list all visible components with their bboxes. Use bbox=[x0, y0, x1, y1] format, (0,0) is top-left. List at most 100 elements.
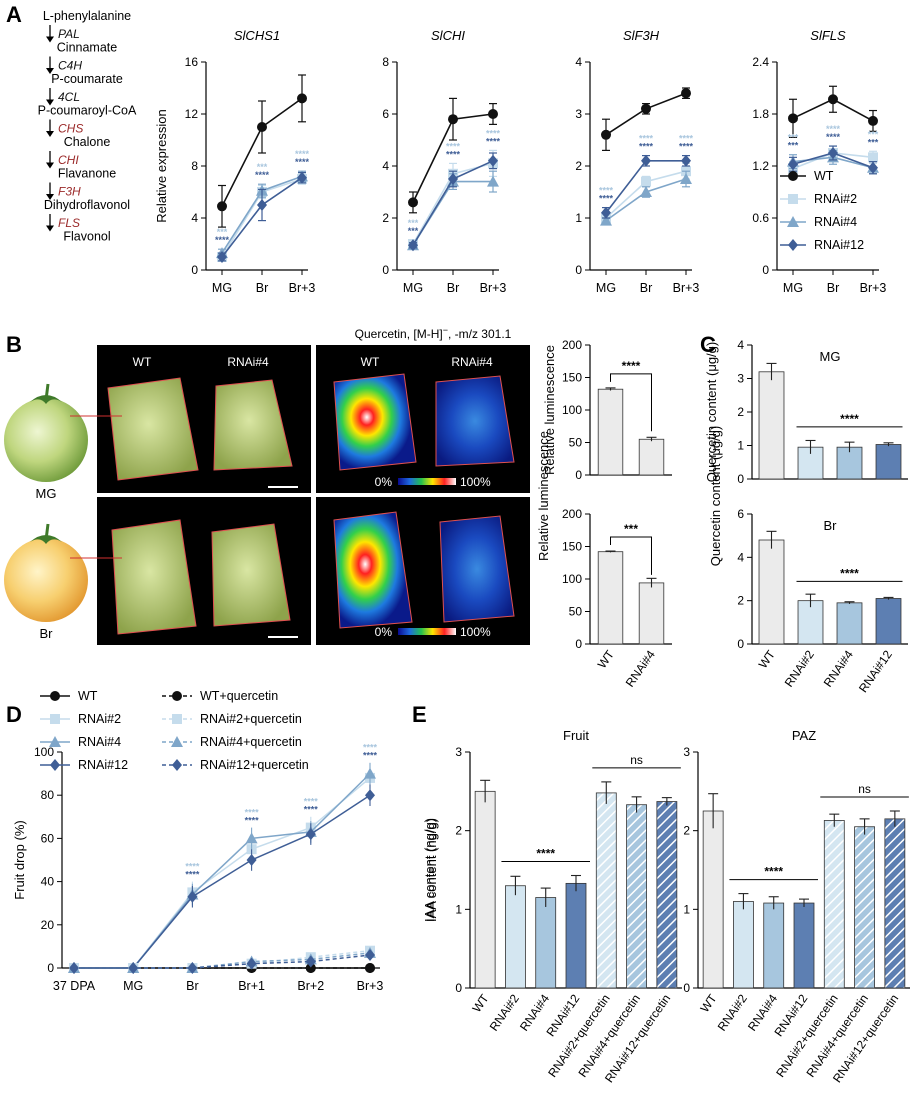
color-scale bbox=[398, 478, 456, 485]
y-tick-label: 1.8 bbox=[752, 107, 769, 121]
data-point bbox=[681, 88, 691, 99]
legend-label: RNAi#4 bbox=[814, 215, 857, 229]
y-tick-label: 4 bbox=[737, 338, 744, 352]
data-point bbox=[297, 93, 307, 104]
bar bbox=[535, 897, 557, 989]
y-tick-label: 0 bbox=[575, 263, 582, 277]
x-tick-label: RNAi#4 bbox=[623, 647, 658, 689]
legend-marker bbox=[50, 714, 60, 724]
significance-label: **** bbox=[599, 194, 614, 204]
significance-label: **** bbox=[255, 170, 270, 180]
significance-label: **** bbox=[446, 141, 461, 151]
significance-label: **** bbox=[245, 807, 260, 817]
data-point bbox=[217, 201, 227, 212]
y-tick-label: 1 bbox=[455, 902, 462, 916]
pathway-compound: Dihydroflavonol bbox=[44, 198, 130, 212]
br-fruit-label: Br bbox=[40, 626, 54, 641]
y-tick-label: 100 bbox=[562, 572, 582, 586]
bar bbox=[797, 600, 824, 645]
y-axis-label: Quercetin content (μg/g) bbox=[708, 426, 723, 566]
y-tick-label: 80 bbox=[41, 788, 55, 802]
legend-marker bbox=[171, 736, 183, 747]
bar bbox=[836, 602, 863, 645]
data-point bbox=[365, 963, 375, 973]
significance-label: **** bbox=[679, 134, 694, 144]
x-tick-label: RNAi#2 bbox=[715, 991, 750, 1033]
significance-label: **** bbox=[826, 124, 841, 134]
y-tick-label: 1 bbox=[683, 902, 690, 916]
tissue-slice-wt-br bbox=[111, 519, 197, 635]
data-point bbox=[641, 154, 651, 167]
significance-label: **** bbox=[764, 865, 783, 879]
significance-label: ns bbox=[630, 753, 643, 767]
y-axis-label: Relative luminescence bbox=[536, 431, 551, 561]
x-tick-label: Br bbox=[256, 281, 269, 295]
y-tick-label: 0 bbox=[455, 981, 462, 995]
y-tick-label: 2 bbox=[737, 405, 744, 419]
bar bbox=[638, 582, 665, 645]
legend-marker bbox=[788, 171, 798, 181]
significance-label: **** bbox=[215, 235, 230, 245]
bar bbox=[758, 371, 785, 480]
chart-title: MG bbox=[820, 349, 841, 364]
data-point bbox=[217, 251, 227, 263]
y-tick-label: 50 bbox=[569, 605, 583, 619]
data-point bbox=[408, 197, 418, 208]
data-point bbox=[868, 152, 878, 163]
bar bbox=[626, 804, 647, 989]
y-axis-label: Fruit drop (%) bbox=[12, 820, 27, 899]
legend-label: WT bbox=[78, 689, 98, 703]
x-tick-label: 37 DPA bbox=[53, 979, 96, 993]
data-point bbox=[187, 890, 198, 903]
chart-title: SlCHI bbox=[431, 28, 465, 43]
pathway-compound: Cinnamate bbox=[57, 41, 117, 55]
data-point bbox=[297, 171, 307, 184]
bar bbox=[565, 882, 587, 989]
chart-title: SlCHS1 bbox=[234, 28, 280, 43]
y-tick-label: 0 bbox=[575, 637, 582, 651]
mg-fruit-illustration bbox=[4, 398, 88, 482]
scale-min-label: 0% bbox=[375, 475, 393, 489]
panel-label-b: B bbox=[6, 332, 22, 357]
x-tick-label: MG bbox=[403, 281, 423, 295]
y-tick-label: 100 bbox=[34, 745, 54, 759]
y-tick-label: 0 bbox=[683, 981, 690, 995]
significance-label: *** bbox=[217, 227, 228, 237]
color-scale bbox=[398, 628, 456, 635]
y-tick-label: 0 bbox=[737, 637, 744, 651]
legend-marker bbox=[50, 691, 60, 701]
legend-label: RNAi#2 bbox=[814, 192, 857, 206]
data-point bbox=[600, 214, 612, 226]
pathway-compound: L-phenylalanine bbox=[43, 9, 131, 23]
pathway-enzyme: F3H bbox=[58, 184, 81, 198]
y-tick-label: 2 bbox=[737, 594, 744, 608]
bar bbox=[875, 444, 902, 480]
x-tick-label: Br bbox=[447, 281, 460, 295]
data-point bbox=[488, 154, 498, 167]
image-label-rnai: RNAi#4 bbox=[227, 355, 269, 369]
y-tick-label: 0 bbox=[762, 263, 769, 277]
y-tick-label: 50 bbox=[569, 436, 583, 450]
legend-d: WT WT+quercetin RNAi#2 RNAi#2+quercetin RNAi… bbox=[40, 689, 309, 772]
chart-title: PAZ bbox=[792, 728, 816, 743]
series-line bbox=[74, 954, 371, 969]
significance-label: **** bbox=[622, 359, 641, 373]
significance-label: **** bbox=[840, 412, 859, 426]
y-tick-label: 4 bbox=[575, 55, 582, 69]
x-tick-label: MG bbox=[123, 979, 143, 993]
data-point bbox=[868, 115, 878, 126]
data-point bbox=[448, 114, 458, 125]
tissue-slice-rnai-mg bbox=[213, 379, 293, 471]
x-tick-label: WT bbox=[595, 647, 618, 671]
x-tick-label: Br bbox=[827, 281, 840, 295]
chart-title: SlF3H bbox=[623, 28, 660, 43]
y-tick-label: 40 bbox=[41, 875, 55, 889]
data-point bbox=[408, 239, 418, 252]
legend-marker bbox=[49, 736, 61, 747]
maldi-title: Quercetin, [M-H]−, -m/z 301.1 bbox=[355, 325, 512, 341]
y-tick-label: 2 bbox=[455, 824, 462, 838]
data-point bbox=[641, 176, 651, 187]
bar bbox=[793, 902, 815, 989]
